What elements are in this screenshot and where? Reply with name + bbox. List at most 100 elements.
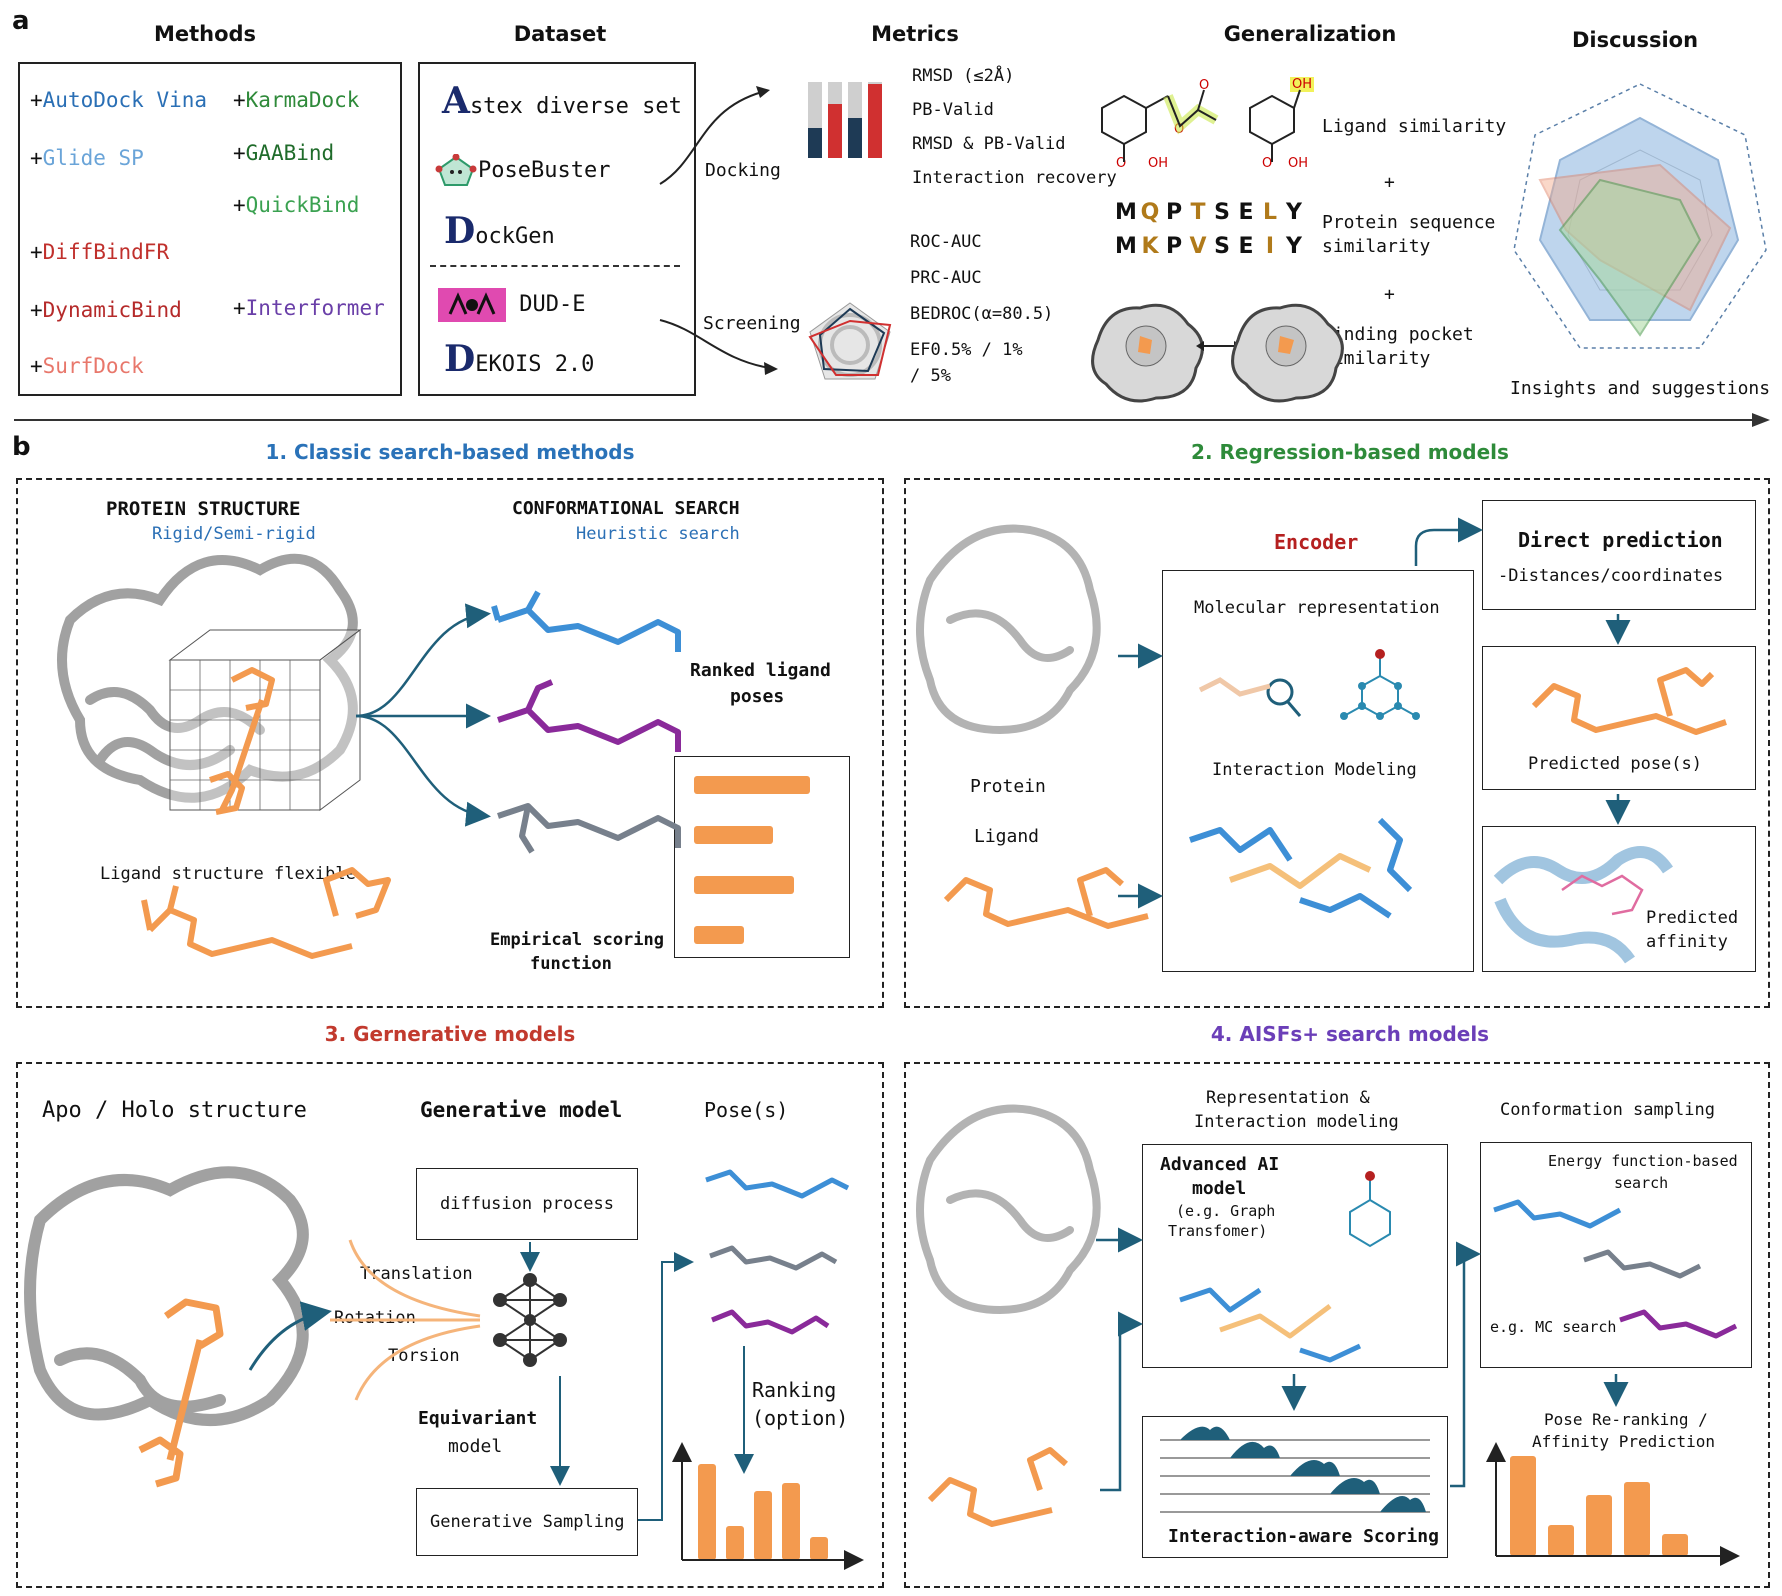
conformational-search-sub: Heuristic search	[576, 524, 740, 544]
ranking-bar	[726, 1526, 744, 1560]
panel-1-title: 1. Classic search-based methods	[265, 440, 635, 464]
screening-radar-icon	[808, 302, 892, 380]
eg-graph-label-2: Transfomer)	[1168, 1222, 1268, 1240]
atom-o-3: O	[1199, 78, 1210, 93]
metric-interaction-recovery: Interaction recovery	[912, 168, 1117, 188]
distances-coordinates-label: -Distances/coordinates	[1498, 566, 1724, 586]
method-gaabind: +GAABind	[233, 141, 335, 165]
panel-3-title: 3. Gernerative models	[324, 1022, 576, 1046]
dataset-box	[418, 62, 696, 396]
direct-prediction-label: Direct prediction	[1518, 528, 1723, 552]
dataset-dockgen: DockGen	[444, 210, 555, 252]
rerank-bar	[1510, 1456, 1536, 1556]
methods-header: Methods	[153, 22, 257, 46]
atom-oh-2: OH	[1288, 156, 1309, 171]
ranked-poses-label-1: Ranked ligand	[690, 660, 831, 681]
discussion-header: Discussion	[1571, 28, 1699, 52]
advanced-ai-label-1: Advanced AI	[1160, 1154, 1280, 1175]
diffusion-process-box	[416, 1168, 638, 1240]
advanced-ai-box	[1142, 1144, 1448, 1368]
energy-search-label-1: Energy function-based	[1548, 1152, 1738, 1170]
ranking-bar	[810, 1536, 828, 1560]
empirical-scoring-label-2: function	[530, 954, 612, 974]
method-quickbind: +QuickBind	[233, 193, 360, 217]
metric-prc-auc: PRC-AUC	[910, 268, 982, 288]
ranking-bar	[698, 1464, 716, 1560]
binding-pocket-icon-1	[1091, 303, 1204, 403]
metric-ef: EF0.5% / 1%	[910, 340, 1023, 360]
dataset-dude: DUD-E	[438, 288, 585, 322]
atom-oh-3: OH	[1290, 77, 1315, 92]
ligand-similarity-label: Ligand similarity	[1322, 116, 1507, 137]
ranking-bar	[782, 1483, 800, 1560]
predicted-affinity-label-1: Predicted	[1646, 908, 1739, 928]
method-autodock-vina: +AutoDock Vina	[30, 88, 208, 112]
metric-roc-auc: ROC-AUC	[910, 232, 982, 252]
docking-label: Docking	[705, 160, 781, 181]
ranked-poses-label-2: poses	[730, 686, 785, 707]
poses-label: Pose(s)	[704, 1098, 789, 1122]
metrics-header: Metrics	[871, 22, 959, 46]
method-glide-sp: +Glide SP	[30, 146, 144, 170]
ranking-label-1: Ranking	[752, 1378, 837, 1402]
method-karmadock: +KarmaDock	[233, 88, 360, 112]
method-dynamicbind: +DynamicBind	[30, 298, 182, 322]
equivariant-label-1: Equivariant	[418, 1408, 538, 1429]
predicted-poses-label: Predicted pose(s)	[1528, 754, 1702, 774]
direct-prediction-box	[1482, 500, 1756, 610]
generative-sampling-label: Generative Sampling	[430, 1512, 625, 1532]
plus-1: +	[1384, 172, 1395, 193]
predicted-affinity-label-2: affinity	[1646, 932, 1728, 952]
method-diffbindfr: +DiffBindFR	[30, 240, 170, 264]
energy-search-label-2: search	[1614, 1174, 1669, 1192]
panel-2	[904, 478, 1770, 1008]
eg-graph-label-1: (e.g. Graph	[1176, 1202, 1276, 1220]
conformation-sampling-label: Conformation sampling	[1500, 1100, 1715, 1120]
protein-structure-label: PROTEIN STRUCTURE	[106, 498, 301, 520]
interaction-scoring-label: Interaction-aware Scoring	[1168, 1526, 1439, 1547]
protein-label: Protein	[970, 776, 1046, 797]
insights-caption: Insights and suggestions	[1510, 378, 1771, 399]
screening-label: Screening	[703, 313, 801, 334]
rep-interaction-label-1: Representation &	[1206, 1088, 1370, 1108]
panel-1	[16, 478, 884, 1008]
metric-pb-valid: PB-Valid	[912, 100, 994, 120]
rep-interaction-label-2: Interaction modeling	[1194, 1112, 1399, 1132]
diffusion-process-label: diffusion process	[440, 1194, 614, 1214]
torsion-label: Torsion	[388, 1346, 460, 1366]
mc-search-label: e.g. MC search	[1490, 1318, 1617, 1336]
panel-4-title: 4. AISFs+ search models	[1210, 1022, 1490, 1046]
molecular-representation-label: Molecular representation	[1194, 598, 1440, 618]
panel-2-title: 2. Regression-based models	[1191, 440, 1509, 464]
ligand-flexible-label: Ligand structure flexible	[100, 864, 356, 884]
ranked-pose-bar	[694, 876, 794, 894]
advanced-ai-label-2: model	[1192, 1178, 1247, 1199]
dataset-divider	[430, 265, 680, 267]
binding-pocket-icon-2	[1231, 303, 1344, 403]
dataset-astex: Astex diverse set	[442, 80, 682, 122]
atom-o-4: O	[1262, 156, 1273, 171]
method-interformer: +Interformer	[233, 296, 385, 320]
ranked-pose-bar	[694, 776, 810, 794]
dataset-dekois: DEKOIS 2.0	[444, 338, 595, 380]
generalization-header: Generalization	[1223, 22, 1397, 46]
panel-3	[16, 1062, 884, 1588]
methods-box	[18, 62, 402, 396]
metric-rmsd-pb-valid: RMSD & PB-Valid	[912, 134, 1066, 154]
method-surfdock: +SurfDock	[30, 354, 144, 378]
dataset-posebuster: PoseBuster	[434, 154, 610, 188]
translation-label: Translation	[360, 1264, 473, 1284]
rerank-bar	[1624, 1482, 1650, 1556]
ligand-structure-icon-2	[1249, 89, 1301, 162]
ranked-pose-bar	[694, 926, 744, 944]
ligand-structure-icon	[1101, 89, 1219, 162]
pocket-similarity-label-1: Binding pocket	[1322, 324, 1474, 345]
metric-bedroc: BEDROC(α=80.5)	[910, 304, 1054, 324]
plus-2: +	[1384, 284, 1395, 305]
conformational-search-label: CONFORMATIONAL SEARCH	[512, 498, 740, 519]
metric-rmsd: RMSD (≤2Å)	[912, 66, 1015, 86]
dude-logo-icon	[438, 288, 506, 322]
metric-ef-5: / 5%	[910, 366, 951, 386]
